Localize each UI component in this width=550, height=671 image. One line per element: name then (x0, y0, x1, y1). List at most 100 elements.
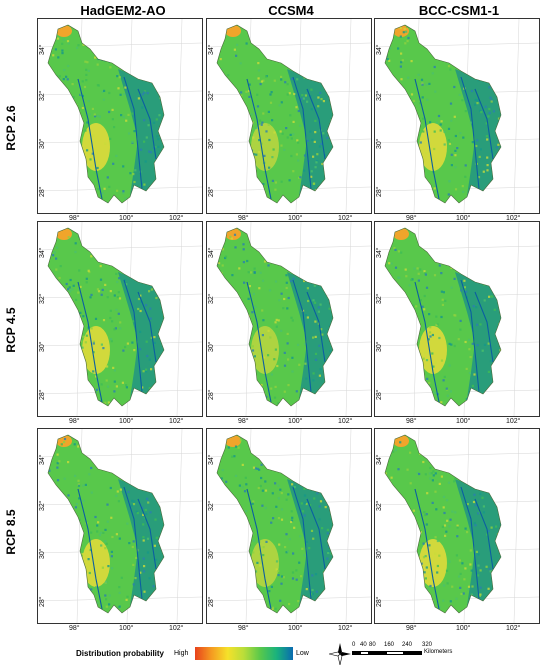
map-panel-rcp26-hadgem2: 34° 32° 30° 28° (37, 18, 203, 214)
scale-unit: Kilometers (424, 649, 453, 655)
latitude-label: 30° (39, 341, 46, 352)
latitude-label: 28° (376, 596, 383, 607)
scale-tick: 80 (369, 642, 376, 648)
longitude-label: 100° (119, 625, 134, 632)
region-shape (217, 435, 333, 613)
longitude-label: 102° (506, 215, 521, 222)
latitude-label: 34° (208, 247, 215, 258)
region-shape (385, 25, 501, 203)
longitude-label: 100° (288, 625, 303, 632)
longitude-label: 98° (69, 418, 80, 425)
probability-colorbar (195, 647, 293, 660)
latitude-label: 30° (376, 548, 383, 559)
scale-segment (404, 651, 422, 655)
scale-tick: 240 (402, 642, 413, 648)
latitude-label: 28° (208, 596, 215, 607)
map-panel-rcp45-bcc: 34° 32° 30° 28° (374, 221, 540, 417)
longitude-label: 102° (338, 418, 353, 425)
longitude-label: 100° (119, 418, 134, 425)
latitude-label: 30° (39, 138, 46, 149)
region-map (375, 429, 539, 623)
latitude-label: 28° (376, 186, 383, 197)
map-panel-rcp26-ccsm4: 34° 32° 30° 28° (206, 18, 372, 214)
region-shape (385, 435, 501, 613)
latitude-label: 34° (39, 454, 46, 465)
latitude-label: 34° (376, 247, 383, 258)
latitude-label: 30° (376, 341, 383, 352)
latitude-label: 32° (208, 293, 215, 304)
latitude-label: 30° (208, 548, 215, 559)
latitude-label: 34° (39, 247, 46, 258)
latitude-label: 32° (208, 500, 215, 511)
region-map (375, 222, 539, 416)
longitude-label: 100° (456, 418, 471, 425)
latitude-label: 28° (39, 389, 46, 400)
legend-high-label: High (174, 650, 189, 657)
north-arrow-icon (329, 643, 351, 665)
scale-segment (369, 651, 386, 655)
region-shape (48, 228, 164, 406)
scale-tick: 160 (384, 642, 395, 648)
longitude-label: 98° (238, 418, 249, 425)
latitude-label: 32° (376, 293, 383, 304)
region-shape (48, 435, 164, 613)
latitude-label: 32° (376, 500, 383, 511)
region-shape (385, 228, 501, 406)
region-shape (48, 25, 164, 203)
column-title-bcc: BCC-CSM1-1 (418, 3, 500, 18)
map-panel-rcp85-bcc: 34° 32° 30° 28° (374, 428, 540, 624)
latitude-label: 32° (39, 293, 46, 304)
scale-tick: 0 (352, 642, 356, 648)
longitude-label: 100° (119, 215, 134, 222)
latitude-label: 34° (376, 44, 383, 55)
region-map (38, 222, 202, 416)
scale-bar: 0 40 80 160 240 320 Kilometers (352, 642, 453, 668)
latitude-label: 32° (39, 90, 46, 101)
longitude-label: 100° (288, 418, 303, 425)
scale-segment (360, 651, 369, 655)
latitude-label: 30° (208, 138, 215, 149)
latitude-label: 30° (376, 138, 383, 149)
longitude-label: 98° (69, 625, 80, 632)
latitude-label: 34° (208, 454, 215, 465)
scale-segment (386, 651, 404, 655)
longitude-label: 102° (169, 625, 184, 632)
latitude-label: 30° (39, 548, 46, 559)
longitude-label: 98° (69, 215, 80, 222)
latitude-label: 28° (39, 186, 46, 197)
longitude-label: 102° (338, 625, 353, 632)
longitude-label: 98° (406, 625, 417, 632)
row-title-rcp45: RCP 4.5 (4, 307, 18, 353)
latitude-label: 30° (208, 341, 215, 352)
region-map (207, 222, 371, 416)
longitude-label: 102° (169, 215, 184, 222)
longitude-label: 100° (456, 215, 471, 222)
map-panel-rcp85-ccsm4: 34° 32° 30° 28° (206, 428, 372, 624)
legend: Distribution probability High Low 0 40 8… (0, 640, 550, 671)
latitude-label: 32° (208, 90, 215, 101)
latitude-label: 28° (208, 389, 215, 400)
column-title-hadgem2: HadGEM2-AO (80, 3, 166, 18)
longitude-label: 100° (456, 625, 471, 632)
region-map (207, 429, 371, 623)
scale-tick: 320 (422, 642, 433, 648)
longitude-label: 98° (238, 215, 249, 222)
scale-tick: 40 (360, 642, 367, 648)
map-panel-rcp45-hadgem2: 34° 32° 30° 28° (37, 221, 203, 417)
column-title-ccsm4: CCSM4 (268, 3, 314, 18)
longitude-label: 102° (169, 418, 184, 425)
latitude-label: 28° (208, 186, 215, 197)
latitude-label: 28° (39, 596, 46, 607)
map-panel-rcp85-hadgem2: 34° 32° 30° 28° (37, 428, 203, 624)
longitude-label: 100° (288, 215, 303, 222)
longitude-label: 98° (406, 215, 417, 222)
region-map (375, 19, 539, 213)
scale-segment (352, 651, 360, 655)
region-shape (217, 25, 333, 203)
latitude-label: 32° (39, 500, 46, 511)
latitude-label: 28° (376, 389, 383, 400)
longitude-label: 98° (238, 625, 249, 632)
row-title-rcp26: RCP 2.6 (4, 105, 18, 151)
longitude-label: 102° (506, 625, 521, 632)
longitude-label: 102° (506, 418, 521, 425)
